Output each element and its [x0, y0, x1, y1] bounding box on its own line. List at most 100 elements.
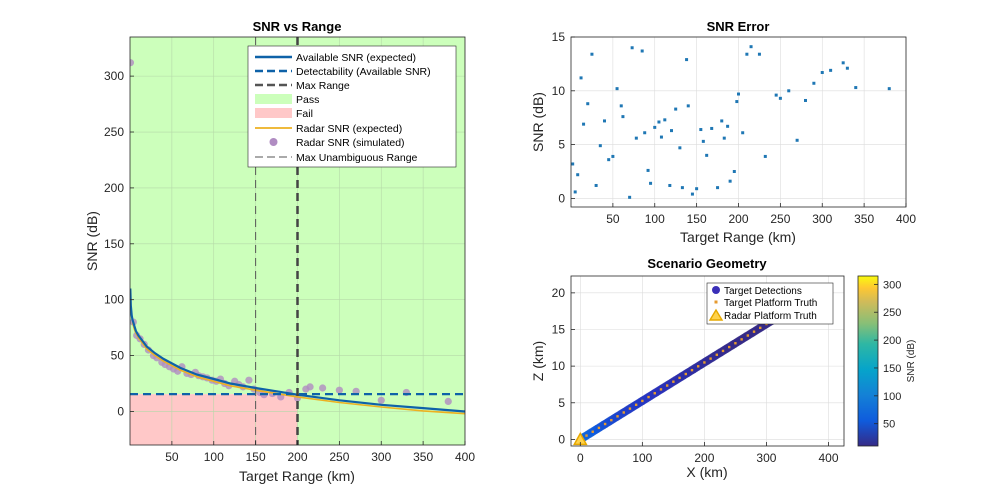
- x-tick-label: 150: [687, 212, 707, 226]
- snr-error-point: [571, 162, 575, 166]
- target-truth-point: [684, 372, 687, 376]
- target-truth-point: [709, 357, 712, 360]
- x-ticks: 50 100 150 200 250 300 350 400: [165, 441, 475, 464]
- snr-error-point: [732, 169, 736, 173]
- legend-marker-truth: [714, 300, 718, 304]
- colorbar-tick-label: 250: [883, 307, 901, 319]
- snr-error-point: [720, 119, 724, 123]
- target-truth-point: [752, 330, 756, 333]
- y-tick-label: 20: [552, 286, 566, 300]
- snr-error-point: [579, 76, 583, 80]
- x-tick-label: 100: [645, 212, 665, 226]
- y-tick-label: 150: [104, 237, 124, 251]
- y-tick-label: 250: [104, 125, 124, 139]
- legend-label: Pass: [296, 94, 319, 106]
- colorbar-tick-label: 150: [883, 363, 901, 375]
- snr-error-point: [646, 168, 650, 172]
- x-tick-label: 100: [632, 451, 652, 465]
- snr-error-point: [841, 61, 845, 65]
- target-truth-point: [603, 422, 607, 426]
- snr-error-point: [615, 87, 619, 91]
- legend-marker-detections: [712, 286, 720, 294]
- snr-error-point: [586, 102, 590, 106]
- snr-error-point: [778, 96, 782, 100]
- snr-error-point: [680, 186, 684, 190]
- simulated-snr-point: [245, 376, 253, 384]
- snr-error-point: [590, 52, 594, 56]
- y-tick-label: 300: [104, 69, 124, 83]
- legend-label: Max Range: [296, 80, 350, 92]
- snr-error-point: [726, 124, 730, 128]
- snr-error-point: [820, 71, 824, 75]
- snr-error-point: [670, 129, 673, 133]
- chart-title: SNR vs Range: [253, 19, 342, 34]
- legend: Target Detections Target Platform Truth …: [706, 282, 834, 325]
- y-tick-label: 5: [558, 396, 565, 410]
- target-truth-point: [703, 361, 706, 364]
- simulated-snr-point: [377, 396, 385, 404]
- target-truth-point: [665, 384, 669, 387]
- snr-error-point: [582, 122, 586, 126]
- snr-error-point: [598, 144, 602, 148]
- legend-label: Target Platform Truth: [724, 298, 817, 309]
- snr-error-point: [710, 126, 714, 130]
- x-ticks: 0 100 200 300 400: [577, 442, 839, 465]
- snr-error-point: [763, 154, 767, 158]
- snr-error-point: [745, 52, 749, 56]
- target-truth-point: [734, 342, 737, 345]
- y-ticks: 0 5 10 15: [552, 30, 575, 205]
- snr-error-point: [887, 87, 891, 91]
- snr-error-point: [678, 146, 682, 150]
- target-truth-point: [715, 353, 719, 356]
- legend-label: Radar SNR (simulated): [296, 137, 405, 149]
- radar-snr-expected-line: [131, 321, 465, 415]
- x-ticks: 50 100 150 200 250 300 350 400: [606, 203, 916, 226]
- snr-error-point: [630, 46, 634, 50]
- snr-error-point: [649, 181, 653, 185]
- y-axis-label: Z (km): [530, 341, 546, 381]
- snr-error-point: [668, 183, 672, 187]
- snr-error-point: [686, 104, 690, 108]
- x-tick-label: 50: [606, 212, 620, 226]
- target-truth-point: [585, 434, 588, 437]
- snr-error-point: [628, 195, 632, 199]
- legend-label: Max Unambiguous Range: [296, 152, 418, 164]
- y-tick-label: 50: [111, 349, 125, 363]
- y-ticks: 0 50 100 150 200 250 300: [104, 69, 134, 418]
- snr-error-points: [571, 45, 891, 199]
- simulated-snr-point: [306, 383, 314, 391]
- x-axis-label: Target Range (km): [239, 468, 355, 484]
- legend-patch-pass: [255, 94, 292, 104]
- x-axis-label: Target Range (km): [680, 229, 796, 245]
- simulated-snr-point: [319, 384, 327, 392]
- x-tick-label: 400: [896, 212, 916, 226]
- target-truth-point: [696, 365, 700, 368]
- legend-marker-radar: [708, 308, 724, 321]
- snr-error-point: [603, 119, 606, 123]
- legend-label: Target Detections: [724, 286, 802, 297]
- x-tick-label: 300: [812, 212, 832, 226]
- snr-error-plot: 50 100 150 200 250 300 350 400 0 5 10 15 SNR Error…: [530, 19, 916, 245]
- target-truth-point: [622, 411, 625, 414]
- legend-label: Fail: [296, 108, 313, 120]
- target-truth-point: [610, 418, 613, 422]
- snr-error-point: [594, 183, 598, 187]
- target-truth-point: [721, 349, 725, 353]
- snr-error-point: [749, 45, 753, 49]
- y-tick-label: 0: [558, 191, 565, 205]
- chart-title: SNR Error: [707, 19, 770, 34]
- x-tick-label: 350: [854, 212, 874, 226]
- plot-frame: [570, 275, 845, 447]
- colorbar-tick-label: 300: [883, 279, 901, 291]
- snr-error-point: [728, 179, 732, 183]
- snr-error-point: [829, 68, 833, 72]
- x-tick-label: 100: [204, 450, 224, 464]
- snr-error-point: [611, 154, 615, 158]
- snr-error-point: [716, 186, 720, 190]
- x-tick-label: 200: [694, 451, 714, 465]
- x-tick-label: 350: [413, 450, 433, 464]
- y-ticks: 0 5 10 15 20: [552, 286, 575, 446]
- x-tick-label: 0: [577, 451, 584, 465]
- snr-error-point: [619, 104, 623, 108]
- simulated-snr-point: [335, 386, 343, 394]
